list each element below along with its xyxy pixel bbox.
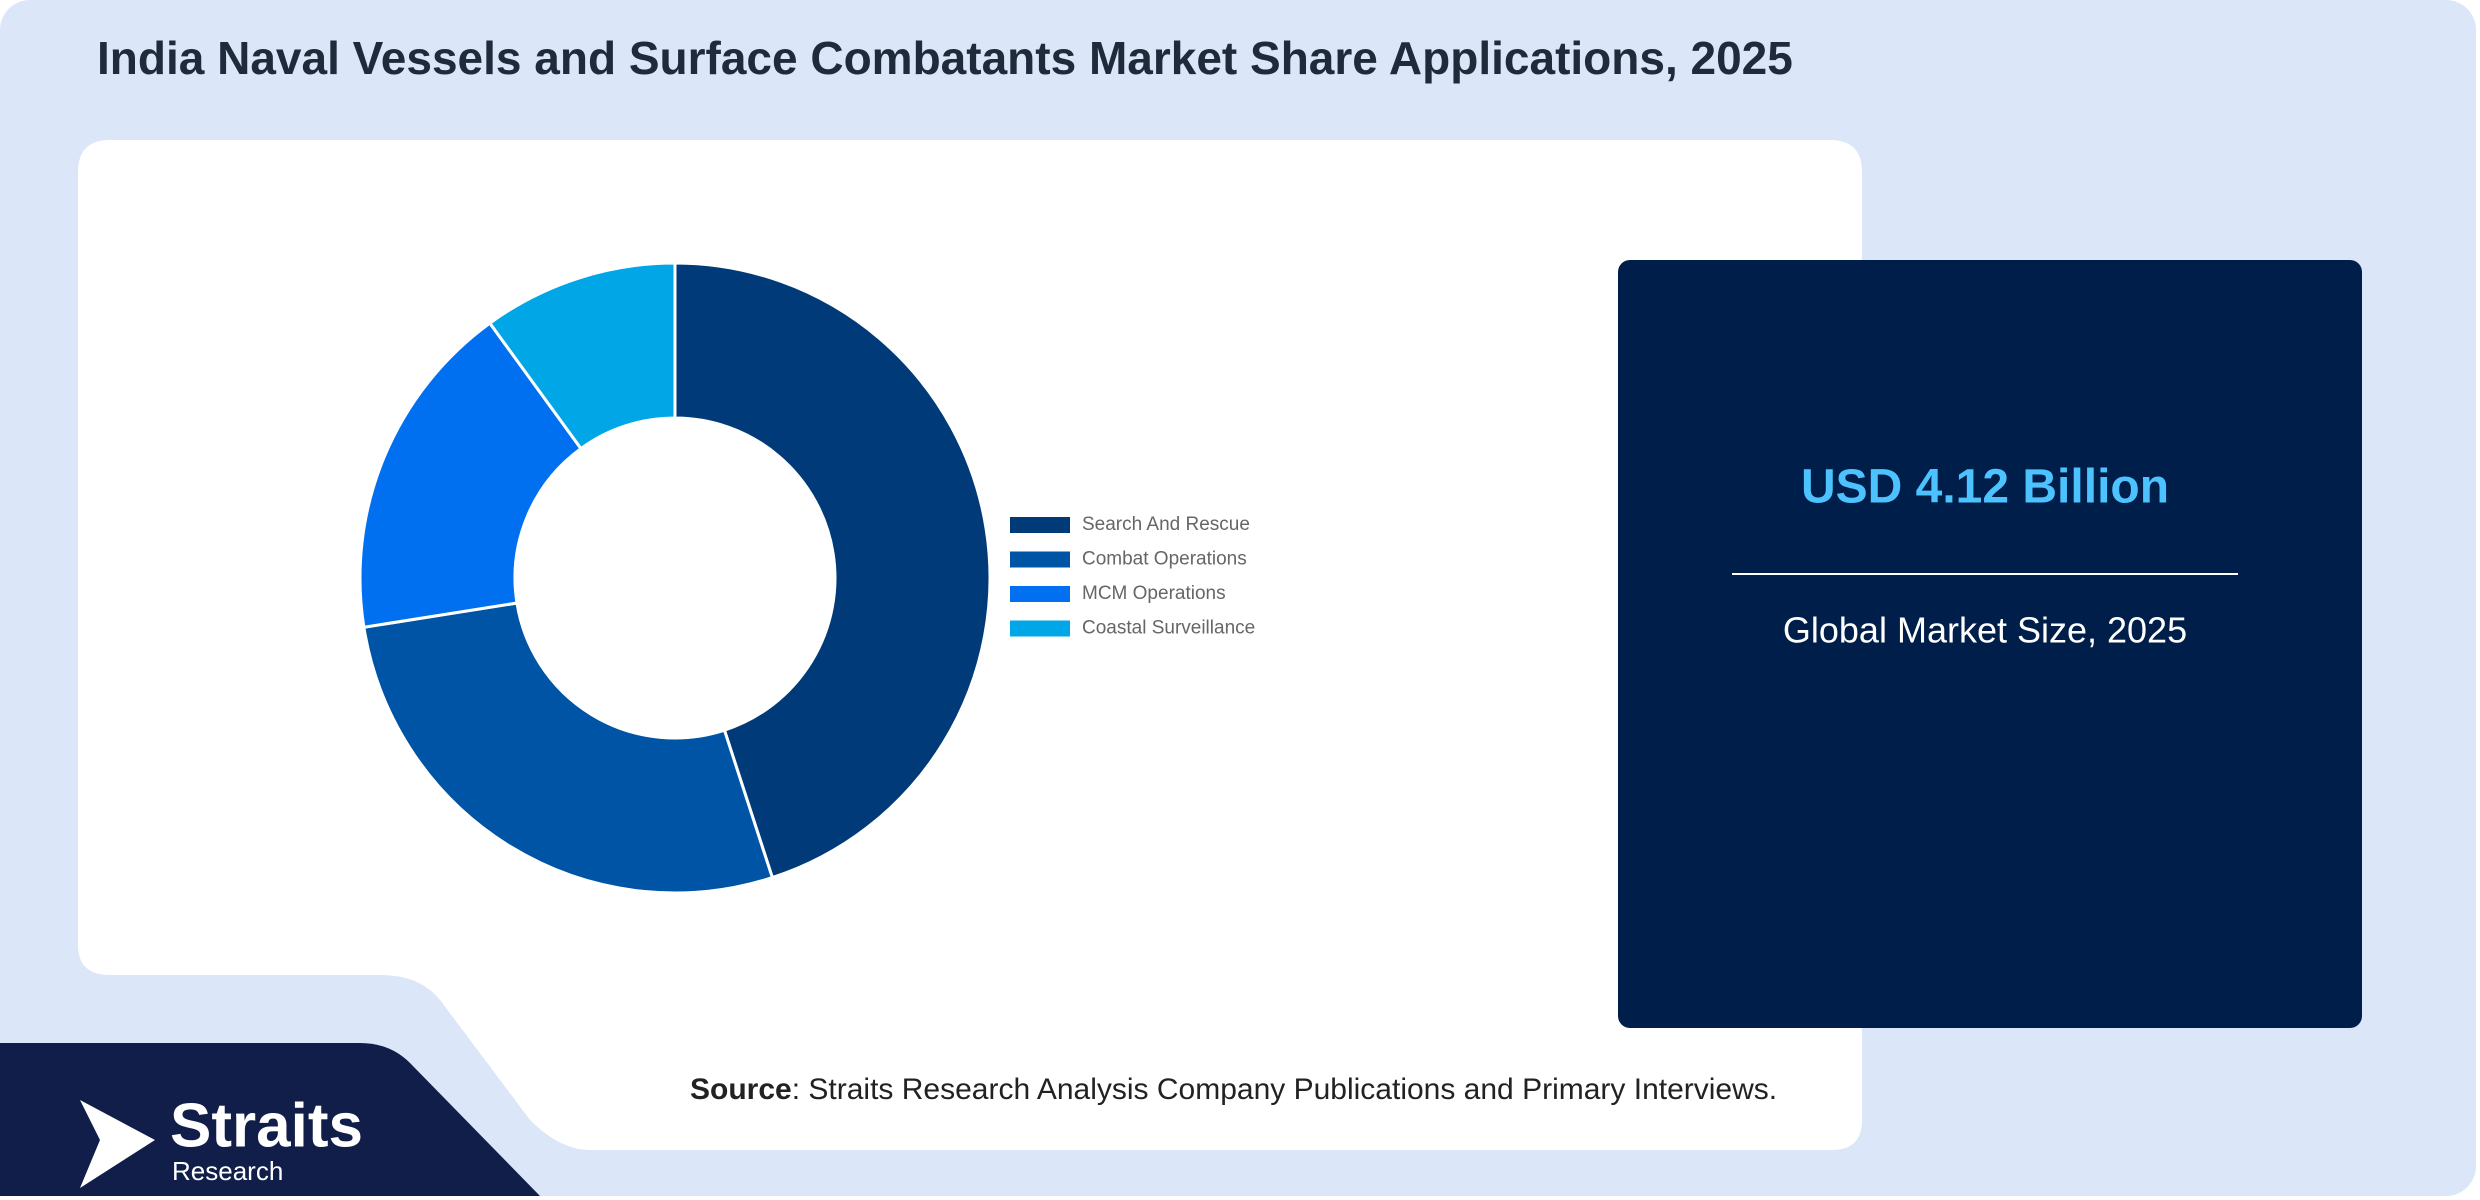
source-text: Source: Straits Research Analysis Compan… <box>690 1073 1777 1106</box>
donut-slice <box>358 321 584 629</box>
donut-slice <box>487 261 677 451</box>
logo-sub: Research <box>172 1156 283 1186</box>
legend-swatch <box>1010 551 1070 568</box>
stat-value: USD 4.12 Billion <box>1801 461 2169 514</box>
legend-swatch <box>1010 517 1070 533</box>
legend-swatch <box>1010 586 1070 602</box>
legend-label: MCM Operations <box>1082 583 1226 604</box>
donut-slice <box>673 261 992 880</box>
source-label: Source <box>690 1073 792 1106</box>
donut-slice <box>362 601 775 895</box>
logo-band <box>0 1043 540 1196</box>
chart-title: India Naval Vessels and Surface Combatan… <box>97 32 1793 84</box>
legend-label: Coastal Surveillance <box>1082 618 1255 639</box>
logo-name: Straits <box>170 1091 363 1160</box>
source-body: : Straits Research Analysis Company Publ… <box>792 1073 1777 1106</box>
legend-swatch <box>1010 620 1070 637</box>
logo-icon <box>80 1100 155 1188</box>
legend-label: Search And Rescue <box>1082 514 1250 535</box>
stat-caption: Global Market Size, 2025 <box>1783 610 2187 651</box>
legend-label: Combat Operations <box>1082 549 1247 570</box>
stat-panel <box>1618 260 2362 1028</box>
